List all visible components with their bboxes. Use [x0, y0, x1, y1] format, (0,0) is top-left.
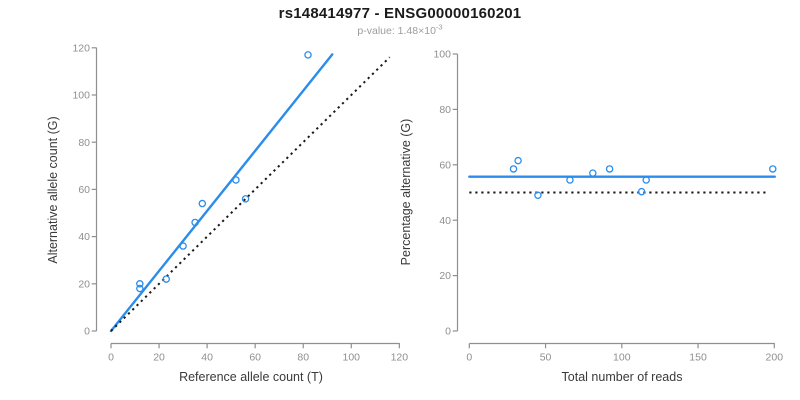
y-tick-label: 60 [439, 159, 451, 171]
data-point [514, 156, 522, 165]
x-tick-label: 200 [766, 352, 784, 364]
x-tick-label: 0 [466, 352, 472, 364]
x-tick-label: 100 [613, 352, 631, 364]
x-tick-label: 60 [249, 352, 261, 364]
y-axis-label: Percentage alternative (G) [399, 119, 413, 266]
x-tick-label: 120 [391, 352, 409, 364]
data-point [198, 199, 207, 208]
data-point [566, 176, 574, 184]
y-tick-label: 80 [78, 137, 90, 149]
data-point [509, 165, 518, 173]
data-point [534, 191, 542, 200]
x-tick-label: 40 [201, 352, 213, 364]
y-tick-label: 100 [433, 49, 451, 61]
x-tick-label: 20 [153, 352, 165, 364]
y-tick-label: 0 [445, 326, 451, 338]
pvalue-exponent: -3 [435, 22, 443, 32]
data-point [191, 218, 199, 227]
y-tick-label: 60 [78, 184, 90, 196]
data-point [241, 195, 250, 203]
y-tick-label: 80 [439, 104, 451, 116]
pvalue-text: p-value: 1.48×10 [357, 25, 436, 37]
left-panel-allele-counts: 0 20 40 60 80 100 120 0 20 40 60 80 100 120 Reference … [46, 42, 408, 384]
right-panel-percentage-reads: 0 50 100 150 200 0 20 40 60 80 100 Total number of … [399, 49, 783, 384]
y-tick-label: 120 [72, 42, 90, 54]
identity-line [110, 56, 391, 332]
data-point [605, 165, 614, 173]
data-point [136, 284, 144, 293]
y-tick-label: 0 [84, 326, 90, 338]
x-axis-label: Reference allele count (T) [179, 370, 323, 384]
y-tick-label: 20 [78, 278, 90, 290]
y-tick-label: 100 [72, 90, 90, 102]
y-tick-label: 40 [78, 231, 90, 243]
data-point [304, 51, 312, 59]
data-point [642, 176, 650, 184]
y-axis-label: Alternative allele count (G) [46, 116, 60, 263]
x-tick-label: 80 [297, 352, 309, 364]
fit-line [109, 53, 334, 333]
y-tick-label: 40 [439, 215, 451, 227]
plot-subtitle: p-value: 1.48×10-3 [0, 22, 800, 37]
y-tick-label: 20 [439, 270, 451, 282]
plot-title: rs148414977 - ENSG00000160201 [278, 5, 522, 22]
data-point [637, 187, 646, 196]
x-tick-label: 150 [689, 352, 707, 364]
x-tick-label: 0 [108, 352, 114, 364]
data-point [162, 275, 171, 283]
x-tick-label: 100 [343, 352, 361, 364]
x-tick-label: 50 [540, 352, 552, 364]
data-point [136, 280, 144, 288]
x-axis-label: Total number of reads [562, 370, 683, 384]
data-point [769, 165, 777, 173]
data-point [589, 169, 597, 177]
data-point [232, 176, 240, 184]
data-point [179, 242, 187, 250]
